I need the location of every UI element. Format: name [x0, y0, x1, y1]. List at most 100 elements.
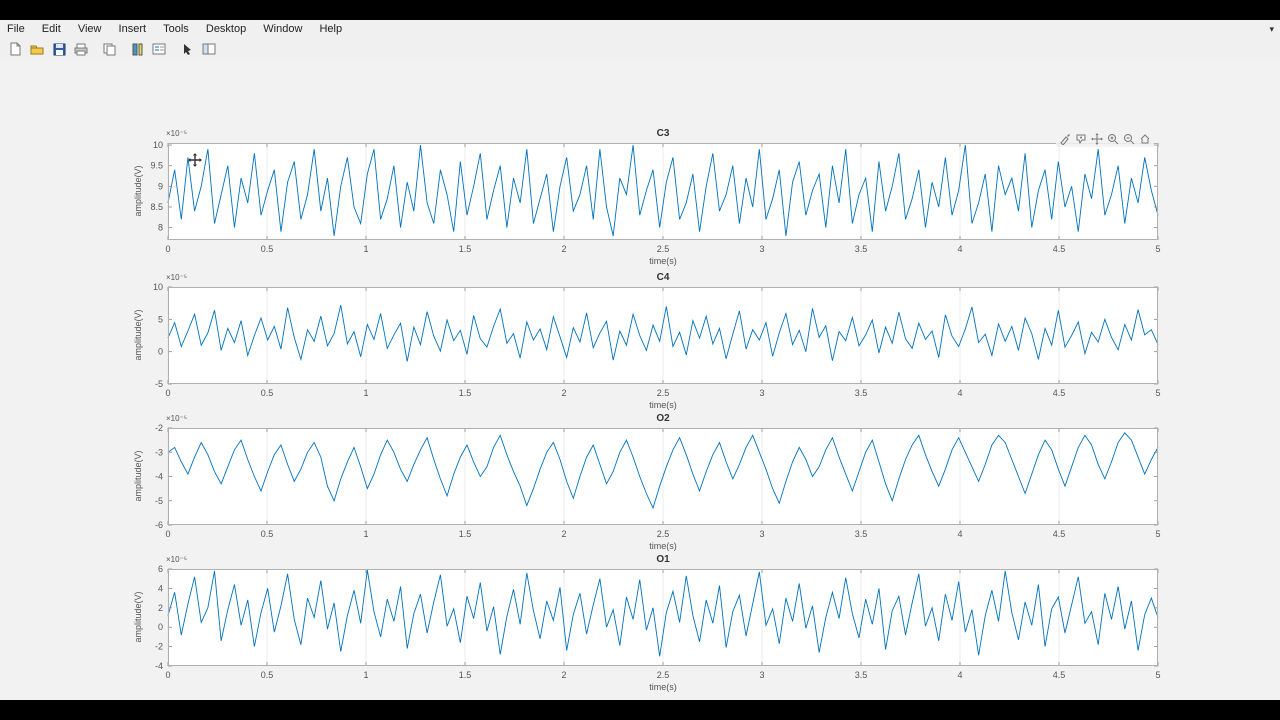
svg-text:-3: -3 — [155, 447, 163, 457]
svg-text:2: 2 — [561, 529, 566, 539]
svg-text:1: 1 — [363, 670, 368, 680]
plot-area-c3[interactable]: 0 0.5 1 1.5 2 2.5 3 3.5 4 4.5 5 8 8.5 9 9.5 10 — [150, 140, 1160, 254]
zoom-out-icon[interactable] — [1122, 132, 1136, 146]
property-editor-icon[interactable] — [198, 39, 220, 59]
copy-figure-icon[interactable] — [98, 39, 120, 59]
figure-canvas: ×10⁻⁵ C3 amplitude(V) 0 0.5 1 1.5 2 2.5 3 3.5 4 4… — [0, 60, 1280, 700]
x-axis-label: time(s) — [649, 256, 677, 266]
svg-text:3: 3 — [759, 670, 764, 680]
svg-text:0: 0 — [158, 622, 163, 632]
y-exponent-label: ×10⁻⁵ — [166, 555, 188, 564]
svg-text:2: 2 — [158, 603, 163, 613]
svg-text:0.5: 0.5 — [261, 244, 274, 254]
svg-text:5: 5 — [1155, 388, 1160, 398]
svg-text:9.5: 9.5 — [150, 161, 163, 171]
menu-bar: File Edit View Insert Tools Desktop Wind… — [0, 20, 1280, 38]
letterbox-top — [0, 0, 1280, 20]
svg-text:0: 0 — [165, 670, 170, 680]
menu-window[interactable]: Window — [263, 23, 303, 35]
svg-text:10: 10 — [153, 282, 163, 292]
svg-text:2: 2 — [561, 388, 566, 398]
svg-text:1: 1 — [363, 244, 368, 254]
svg-text:-4: -4 — [155, 472, 163, 482]
menu-view[interactable]: View — [77, 23, 102, 35]
plot-title: C3 — [656, 128, 670, 139]
menu-tools[interactable]: Tools — [163, 23, 189, 35]
new-figure-icon[interactable] — [4, 39, 26, 59]
svg-text:4: 4 — [158, 583, 163, 593]
figure-toolbar — [0, 38, 1280, 60]
svg-text:5: 5 — [1155, 529, 1160, 539]
svg-text:3: 3 — [759, 529, 764, 539]
y-exponent-label: ×10⁻⁵ — [166, 129, 188, 138]
menu-file[interactable]: File — [7, 23, 25, 35]
menu-desktop[interactable]: Desktop — [205, 23, 247, 35]
svg-text:1.5: 1.5 — [459, 670, 472, 680]
insert-colorbar-icon[interactable] — [126, 39, 148, 59]
menu-edit[interactable]: Edit — [41, 23, 61, 35]
svg-text:4: 4 — [957, 388, 962, 398]
svg-text:3.5: 3.5 — [855, 388, 868, 398]
letterbox-bottom — [0, 700, 1280, 720]
svg-text:0.5: 0.5 — [261, 529, 274, 539]
save-figure-icon[interactable] — [48, 39, 70, 59]
svg-text:4.5: 4.5 — [1053, 529, 1066, 539]
x-axis-label: time(s) — [649, 400, 677, 410]
restore-view-icon[interactable] — [1138, 132, 1152, 146]
plot-area-c4[interactable]: 0 0.5 1 1.5 2 2.5 3 3.5 4 4.5 5 -5 0 5 10 — [153, 282, 1161, 398]
edit-plot-icon[interactable] — [176, 39, 198, 59]
x-axis-label: time(s) — [649, 682, 677, 692]
svg-text:2.5: 2.5 — [657, 244, 670, 254]
svg-text:-4: -4 — [155, 661, 163, 671]
svg-text:2.5: 2.5 — [657, 529, 670, 539]
menu-insert[interactable]: Insert — [118, 23, 147, 35]
menu-help[interactable]: Help — [319, 23, 343, 35]
svg-text:3.5: 3.5 — [855, 529, 868, 539]
plot-area-o2[interactable]: 0 0.5 1 1.5 2 2.5 3 3.5 4 4.5 5 -6 -5 -4 -3 -2 — [155, 423, 1161, 539]
insert-legend-icon[interactable] — [148, 39, 170, 59]
subplot-o1: ×10⁻⁵ O1 amplitude(V) 0 0.5 1 1.5 2 2.5 3 3.5 4 4… — [100, 554, 1180, 706]
svg-text:3: 3 — [759, 388, 764, 398]
zoom-in-icon[interactable] — [1106, 132, 1120, 146]
svg-text:-5: -5 — [155, 496, 163, 506]
svg-text:5: 5 — [1155, 244, 1160, 254]
svg-text:-2: -2 — [155, 642, 163, 652]
subplot-c3: ×10⁻⁵ C3 amplitude(V) 0 0.5 1 1.5 2 2.5 3 3.5 4 4… — [100, 128, 1180, 280]
svg-text:6: 6 — [158, 564, 163, 574]
svg-text:2: 2 — [561, 670, 566, 680]
svg-text:1.5: 1.5 — [459, 244, 472, 254]
plot-area-o1[interactable]: 0 0.5 1 1.5 2 2.5 3 3.5 4 4.5 5 -4 -2 0 2 4 6 — [155, 564, 1161, 680]
svg-text:-2: -2 — [155, 423, 163, 433]
svg-text:0: 0 — [165, 388, 170, 398]
svg-text:2: 2 — [561, 244, 566, 254]
brush-icon[interactable] — [1058, 132, 1072, 146]
chevron-down-icon[interactable]: ▾ — [1269, 24, 1274, 34]
data-cursor-icon[interactable] — [1074, 132, 1088, 146]
open-file-icon[interactable] — [26, 39, 48, 59]
svg-text:5: 5 — [158, 314, 163, 324]
svg-text:4: 4 — [957, 244, 962, 254]
svg-text:10: 10 — [153, 140, 163, 150]
svg-text:1.5: 1.5 — [459, 529, 472, 539]
y-exponent-label: ×10⁻⁵ — [166, 414, 188, 423]
pan-icon[interactable] — [1090, 132, 1104, 146]
svg-text:0: 0 — [158, 347, 163, 357]
svg-text:-6: -6 — [155, 520, 163, 530]
svg-text:2.5: 2.5 — [657, 388, 670, 398]
y-axis-label: amplitude(V) — [133, 309, 143, 361]
svg-text:2.5: 2.5 — [657, 670, 670, 680]
svg-text:-5: -5 — [155, 379, 163, 389]
svg-text:1: 1 — [363, 388, 368, 398]
plot-title: O2 — [656, 413, 670, 424]
plot-title: C4 — [656, 272, 670, 283]
plot-title: O1 — [656, 554, 670, 565]
print-figure-icon[interactable] — [70, 39, 92, 59]
svg-text:0: 0 — [165, 244, 170, 254]
svg-text:4.5: 4.5 — [1053, 388, 1066, 398]
svg-text:0: 0 — [165, 529, 170, 539]
y-exponent-label: ×10⁻⁵ — [166, 273, 188, 282]
svg-text:4: 4 — [957, 670, 962, 680]
subplot-o2: ×10⁻⁵ O2 amplitude(V) 0 0.5 1 1.5 2 2.5 3 3.5 4 4… — [100, 413, 1180, 565]
axes-toolbar — [1056, 131, 1154, 147]
svg-text:0.5: 0.5 — [261, 388, 274, 398]
